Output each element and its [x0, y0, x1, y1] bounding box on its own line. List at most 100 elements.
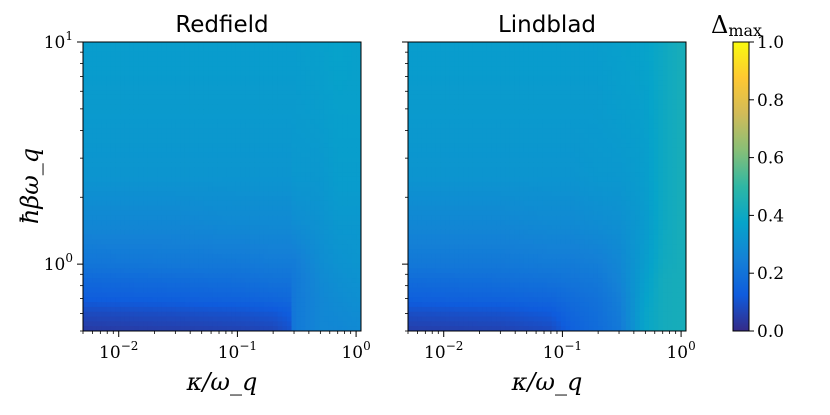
heatmap-cell	[449, 75, 455, 82]
heatmap-cell	[319, 225, 325, 231]
heatmap-cell	[110, 138, 117, 144]
heatmap-cell	[482, 70, 488, 77]
heatmap-cell	[547, 104, 553, 111]
heatmap-cell	[445, 46, 451, 53]
heatmap-cell	[333, 66, 339, 72]
heatmap-cell	[323, 46, 330, 53]
heatmap-cell	[408, 123, 414, 130]
heatmap-cell	[152, 51, 158, 58]
heatmap-cell	[602, 128, 608, 135]
heatmap-cell	[203, 80, 209, 86]
heatmap-cell	[171, 176, 177, 183]
heatmap-cell	[412, 104, 418, 111]
heatmap-cell	[421, 46, 428, 53]
heatmap-cell	[417, 42, 423, 48]
heatmap-cell	[291, 138, 297, 144]
heatmap-cell	[408, 66, 414, 72]
heatmap-cell	[147, 210, 154, 216]
heatmap-cell	[180, 167, 186, 173]
heatmap-cell	[486, 66, 492, 72]
heatmap-cell	[115, 66, 121, 72]
heatmap-cell	[235, 229, 242, 236]
heatmap-cell	[208, 225, 214, 231]
heatmap-cell	[171, 278, 177, 284]
heatmap-cell	[184, 167, 191, 173]
heatmap-cell	[101, 138, 107, 144]
heatmap-cell	[101, 196, 107, 202]
heatmap-cell	[560, 46, 567, 53]
heatmap-cell	[342, 287, 348, 294]
heatmap-cell	[101, 42, 107, 48]
heatmap-cell	[217, 311, 223, 318]
heatmap-cell	[323, 253, 330, 260]
heatmap-cell	[337, 205, 344, 212]
heatmap-cell	[101, 263, 107, 269]
heatmap-cell	[235, 80, 242, 86]
heatmap-cell	[203, 292, 209, 298]
heatmap-cell	[198, 244, 205, 250]
heatmap-cell	[653, 46, 659, 53]
heatmap-cell	[593, 123, 599, 130]
heatmap-cell	[291, 167, 297, 173]
heatmap-cell	[449, 46, 455, 53]
heatmap-cell	[356, 143, 361, 149]
heatmap-cell	[454, 94, 460, 101]
heatmap-cell	[254, 287, 260, 294]
heatmap-cell	[184, 80, 191, 86]
heatmap-cell	[254, 268, 260, 274]
heatmap-cell	[152, 99, 158, 106]
heatmap-cell	[184, 205, 191, 212]
heatmap-cell	[138, 196, 144, 202]
heatmap-cell	[412, 56, 418, 62]
heatmap-cell	[138, 109, 144, 115]
heatmap-cell	[635, 123, 641, 130]
heatmap-cell	[194, 263, 200, 269]
heatmap-cell	[542, 133, 548, 139]
heatmap-cell	[542, 104, 548, 111]
heatmap-cell	[208, 94, 214, 101]
heatmap-cell	[92, 66, 98, 72]
heatmap-cell	[286, 66, 293, 72]
heatmap-cell	[342, 75, 348, 82]
heatmap-cell	[184, 225, 191, 231]
heatmap-cell	[547, 138, 553, 144]
heatmap-cell	[509, 123, 516, 130]
heatmap-cell	[268, 104, 274, 111]
heatmap-cell	[347, 51, 353, 58]
heatmap-cell	[584, 46, 590, 53]
heatmap-cell	[96, 61, 103, 67]
heatmap-cell	[217, 147, 223, 154]
heatmap-cell	[291, 215, 297, 221]
heatmap-cell	[245, 278, 251, 284]
heatmap-cell	[597, 123, 604, 130]
heatmap-cell	[519, 80, 525, 86]
heatmap-cell	[314, 311, 320, 318]
heatmap-cell	[574, 90, 581, 96]
heatmap-cell	[272, 249, 279, 255]
heatmap-cell	[83, 273, 89, 279]
heatmap-cell	[417, 61, 423, 67]
heatmap-cell	[138, 42, 144, 48]
heatmap-cell	[570, 51, 576, 58]
heatmap-cell	[124, 263, 130, 269]
heatmap-cell	[648, 56, 655, 62]
heatmap-cell	[129, 297, 135, 303]
heatmap-cell	[277, 80, 283, 86]
heatmap-cell	[101, 109, 107, 115]
heatmap-cell	[337, 273, 344, 279]
heatmap-cell	[240, 157, 246, 164]
heatmap-cell	[235, 210, 242, 216]
heatmap-cell	[616, 123, 622, 130]
heatmap-cell	[212, 75, 218, 82]
heatmap-cell	[351, 176, 357, 183]
heatmap-cell	[87, 196, 93, 202]
heatmap-cell	[259, 46, 265, 53]
heatmap-cell	[175, 215, 181, 221]
heatmap-cell	[496, 61, 502, 67]
heatmap-cell	[570, 42, 576, 48]
heatmap-cell	[440, 104, 446, 111]
heatmap-cell	[96, 152, 103, 159]
heatmap-cell	[412, 94, 418, 101]
heatmap-cell	[328, 143, 334, 149]
heatmap-cell	[268, 220, 274, 226]
